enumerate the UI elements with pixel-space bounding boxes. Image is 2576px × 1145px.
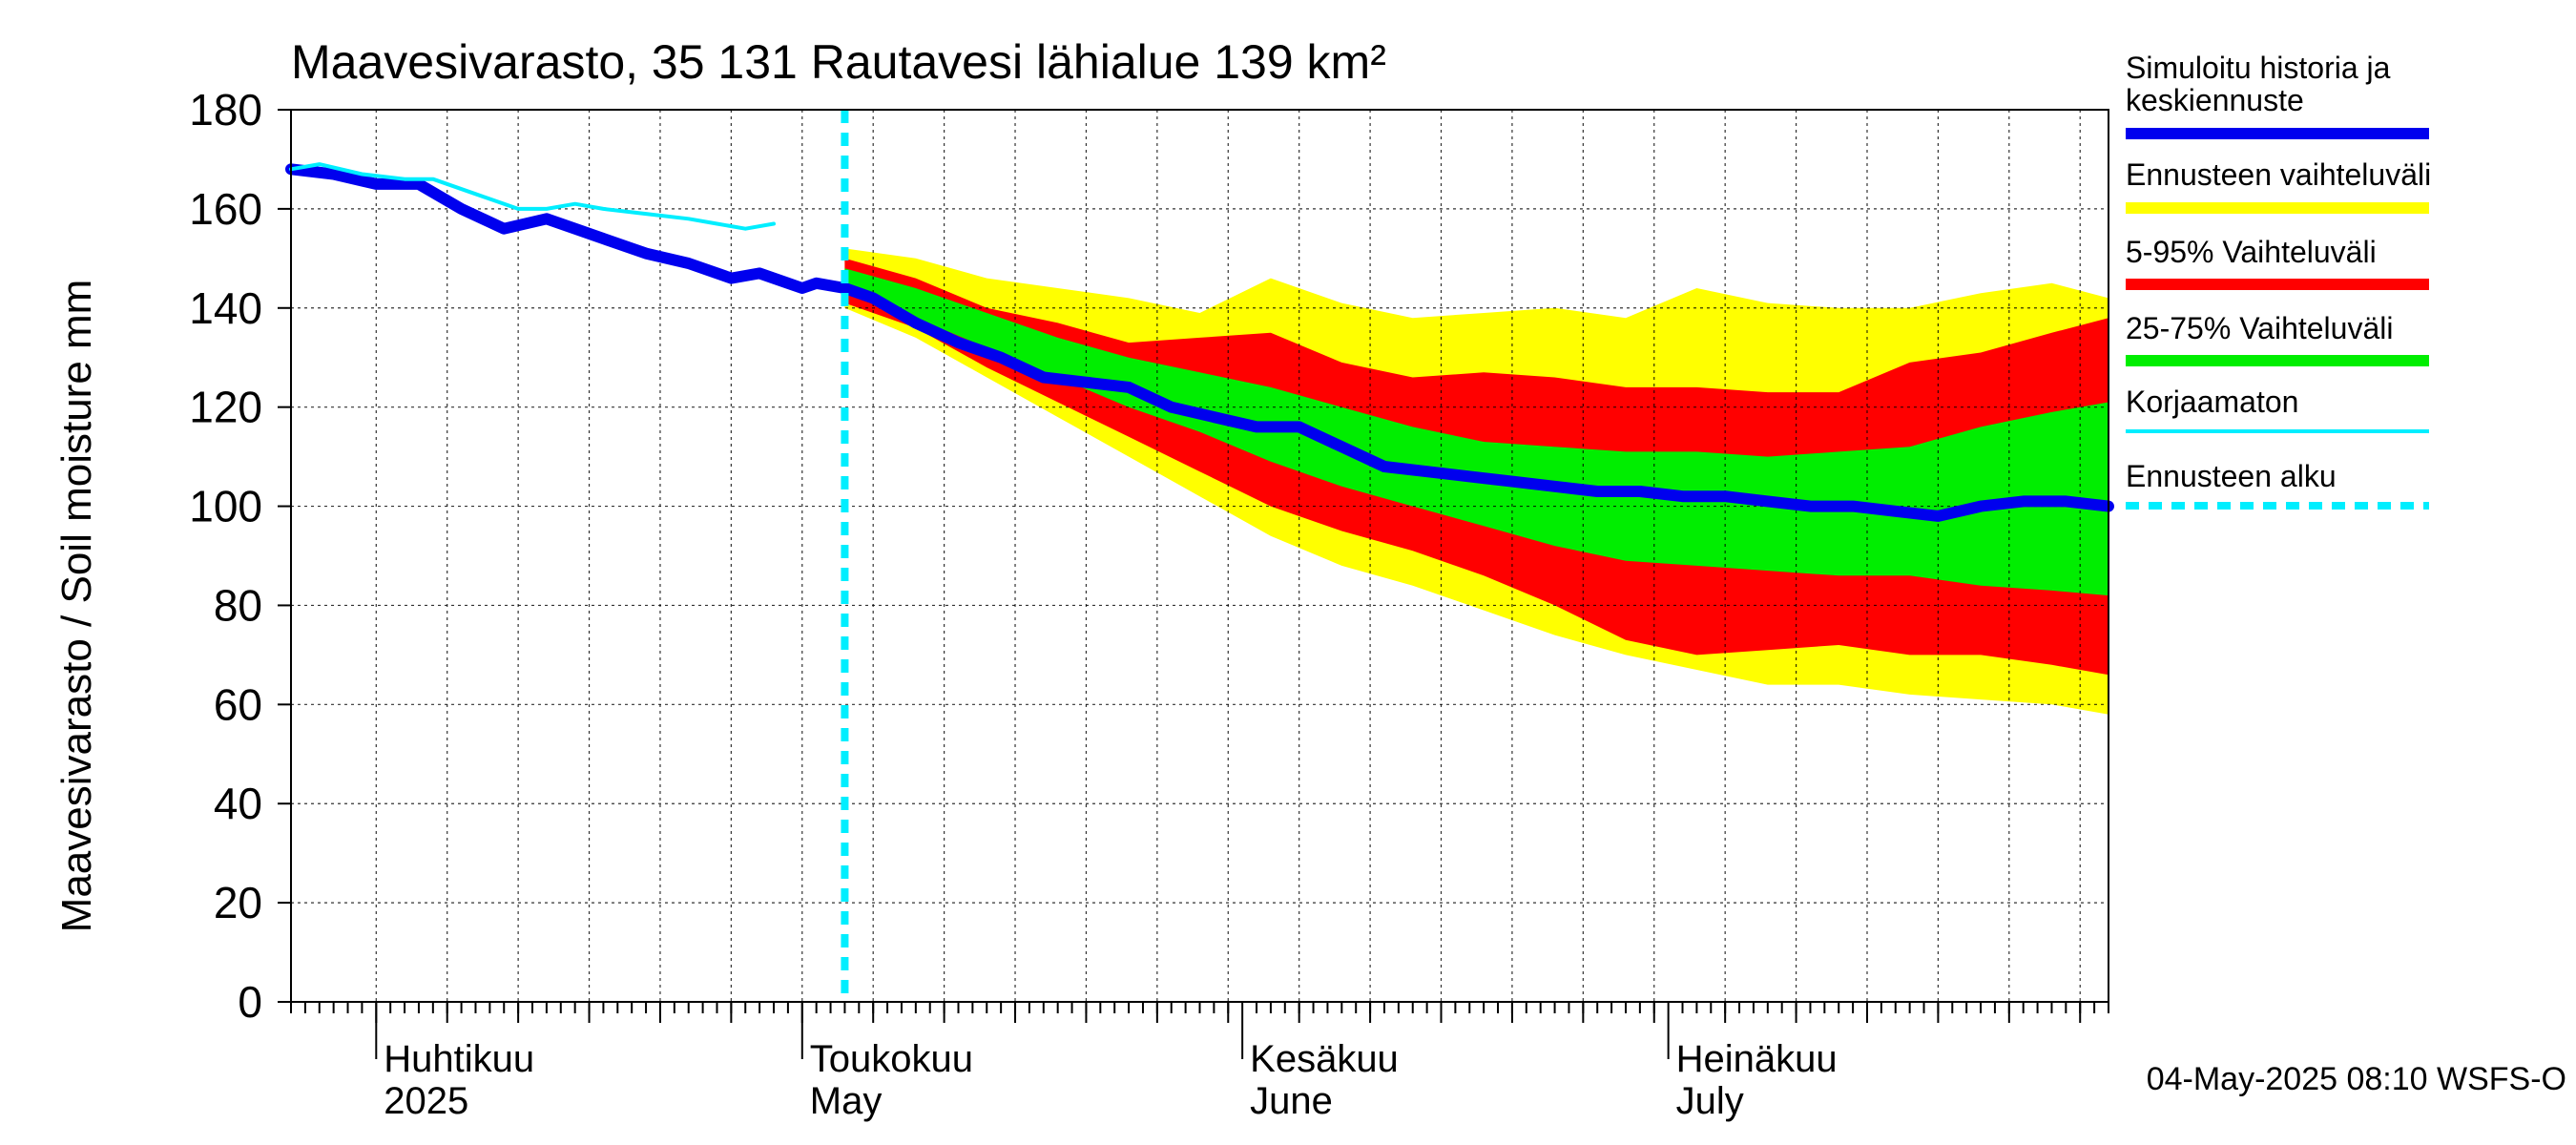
y-tick-label: 20 — [214, 878, 262, 927]
y-tick-label: 100 — [189, 482, 262, 531]
legend-label: 25-75% Vaihteluväli — [2126, 311, 2393, 345]
legend-label: Ennusteen vaihteluväli — [2126, 157, 2431, 192]
month-sublabel: May — [810, 1080, 883, 1122]
y-tick-label: 140 — [189, 283, 262, 333]
legend-label: Korjaamaton — [2126, 385, 2298, 419]
forecast-bands — [291, 110, 2109, 1002]
footer-timestamp: 04-May-2025 08:10 WSFS-O — [2147, 1061, 2566, 1097]
month-label: Huhtikuu — [384, 1038, 534, 1080]
y-tick-label: 40 — [214, 779, 262, 828]
y-tick-label: 60 — [214, 679, 262, 729]
month-label: Toukokuu — [810, 1038, 973, 1080]
month-label: Heinäkuu — [1676, 1038, 1838, 1080]
legend-label: Ennusteen alku — [2126, 459, 2337, 493]
month-sublabel: June — [1250, 1080, 1333, 1122]
y-axis-label: Maavesivarasto / Soil moisture mm — [53, 280, 100, 933]
legend-label: keskiennuste — [2126, 83, 2304, 117]
chart-title: Maavesivarasto, 35 131 Rautavesi lähialu… — [291, 35, 1386, 89]
month-label: Kesäkuu — [1250, 1038, 1399, 1080]
series-lines — [285, 110, 2114, 1002]
y-tick-label: 120 — [189, 383, 262, 432]
y-tick-label: 180 — [189, 85, 262, 135]
band-25-75% Vaihteluväli — [844, 268, 2109, 596]
y-tick-label: 160 — [189, 184, 262, 234]
month-sublabel: 2025 — [384, 1080, 468, 1122]
y-tick-label: 0 — [238, 977, 262, 1027]
legend-label: Simuloitu historia ja — [2126, 51, 2391, 85]
line-Simuloitu historia ja keskiennuste — [285, 163, 2114, 522]
month-sublabel: July — [1676, 1080, 1744, 1122]
y-tick-label: 80 — [214, 580, 262, 630]
legend-label: 5-95% Vaihteluväli — [2126, 235, 2377, 269]
line-Korjaamaton — [289, 162, 776, 231]
